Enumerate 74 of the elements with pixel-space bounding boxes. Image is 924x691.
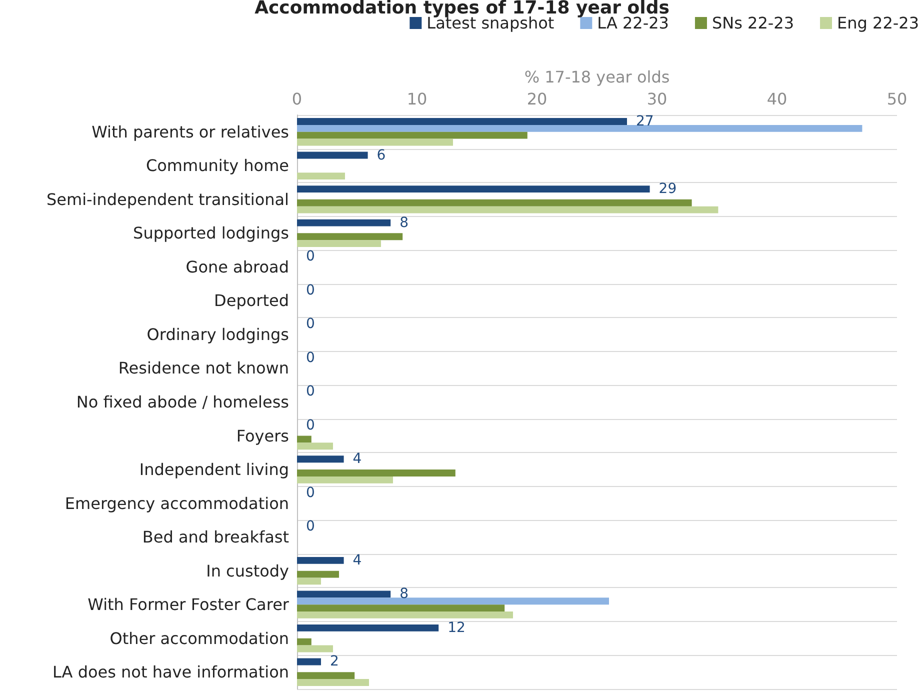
y-tick-label: With Former Foster Carer	[88, 595, 290, 614]
data-label: 0	[306, 282, 315, 298]
data-label: 29	[658, 181, 677, 198]
bar	[297, 556, 344, 564]
legend-label: Eng 22-23	[837, 14, 919, 32]
y-tick-label: LA does not have information	[52, 662, 289, 682]
data-label: 0	[306, 316, 315, 332]
data-label: 6	[376, 147, 386, 164]
bar	[297, 118, 627, 125]
legend-label: SNs 22-23	[712, 14, 794, 32]
y-tick-label: Supported lodgings	[133, 224, 289, 243]
y-tick-label: Semi-independent transitional	[46, 190, 289, 209]
bar	[297, 638, 312, 646]
y-tick-label: Emergency accommodation	[64, 494, 289, 513]
bar	[297, 612, 513, 618]
data-label: 2	[330, 654, 339, 670]
bar	[297, 456, 344, 463]
bar	[297, 186, 650, 192]
x-tick-label: 50	[886, 90, 908, 108]
bar	[297, 604, 505, 612]
bar	[297, 679, 369, 686]
y-tick-label: Independent living	[139, 460, 289, 480]
bar	[297, 199, 692, 206]
bar	[297, 590, 391, 598]
x-axis-title: % 17-18 year olds	[524, 68, 670, 86]
y-tick-label: Residence not known	[118, 358, 289, 378]
bar	[297, 436, 312, 443]
y-tick-label: Other accommodation	[110, 628, 289, 648]
data-label: 12	[448, 620, 466, 636]
bar	[297, 132, 528, 139]
bar	[297, 470, 456, 476]
bar	[297, 645, 333, 652]
bar	[297, 570, 339, 578]
data-label: 4	[352, 451, 362, 468]
y-tick-label: No fixed abode / homeless	[76, 392, 289, 412]
bar	[297, 138, 453, 146]
x-tick-label: 40	[766, 90, 788, 108]
y-tick-label: In custody	[206, 561, 289, 580]
bar	[297, 578, 321, 585]
x-tick-label: 10	[406, 90, 428, 108]
data-label: 0	[306, 350, 315, 366]
x-tick-label: 30	[646, 90, 668, 108]
x-tick-label: 20	[526, 90, 548, 108]
bar	[297, 240, 381, 248]
y-tick-label: Foyers	[236, 426, 289, 446]
data-label: 8	[400, 586, 409, 602]
y-tick-label: Deported	[214, 291, 289, 310]
bar	[297, 672, 355, 680]
data-label: 0	[306, 248, 315, 265]
y-tick-label: Ordinary lodgings	[146, 324, 289, 344]
data-label: 4	[352, 552, 362, 568]
data-label: 8	[400, 214, 409, 231]
bar	[297, 219, 391, 226]
bar	[297, 124, 862, 132]
bar	[297, 233, 403, 240]
data-label: 0	[306, 518, 315, 535]
bar	[297, 172, 345, 180]
data-label: 0	[306, 484, 315, 501]
y-tick-label: Community home	[146, 156, 289, 176]
bar	[297, 206, 718, 214]
bar	[297, 658, 321, 666]
bar	[297, 476, 393, 484]
bar	[297, 624, 439, 632]
y-tick-label: Bed and breakfast	[142, 528, 289, 547]
legend-label: LA 22-23	[597, 14, 669, 32]
data-label: 0	[306, 417, 315, 434]
bar	[297, 152, 368, 159]
y-tick-label: With parents or relatives	[92, 122, 289, 142]
bar	[297, 598, 609, 605]
data-label: 0	[306, 384, 315, 400]
y-tick-label: Gone abroad	[186, 257, 289, 276]
x-tick-label: 0	[292, 90, 302, 108]
data-label: 27	[636, 114, 654, 130]
bar	[297, 442, 333, 450]
